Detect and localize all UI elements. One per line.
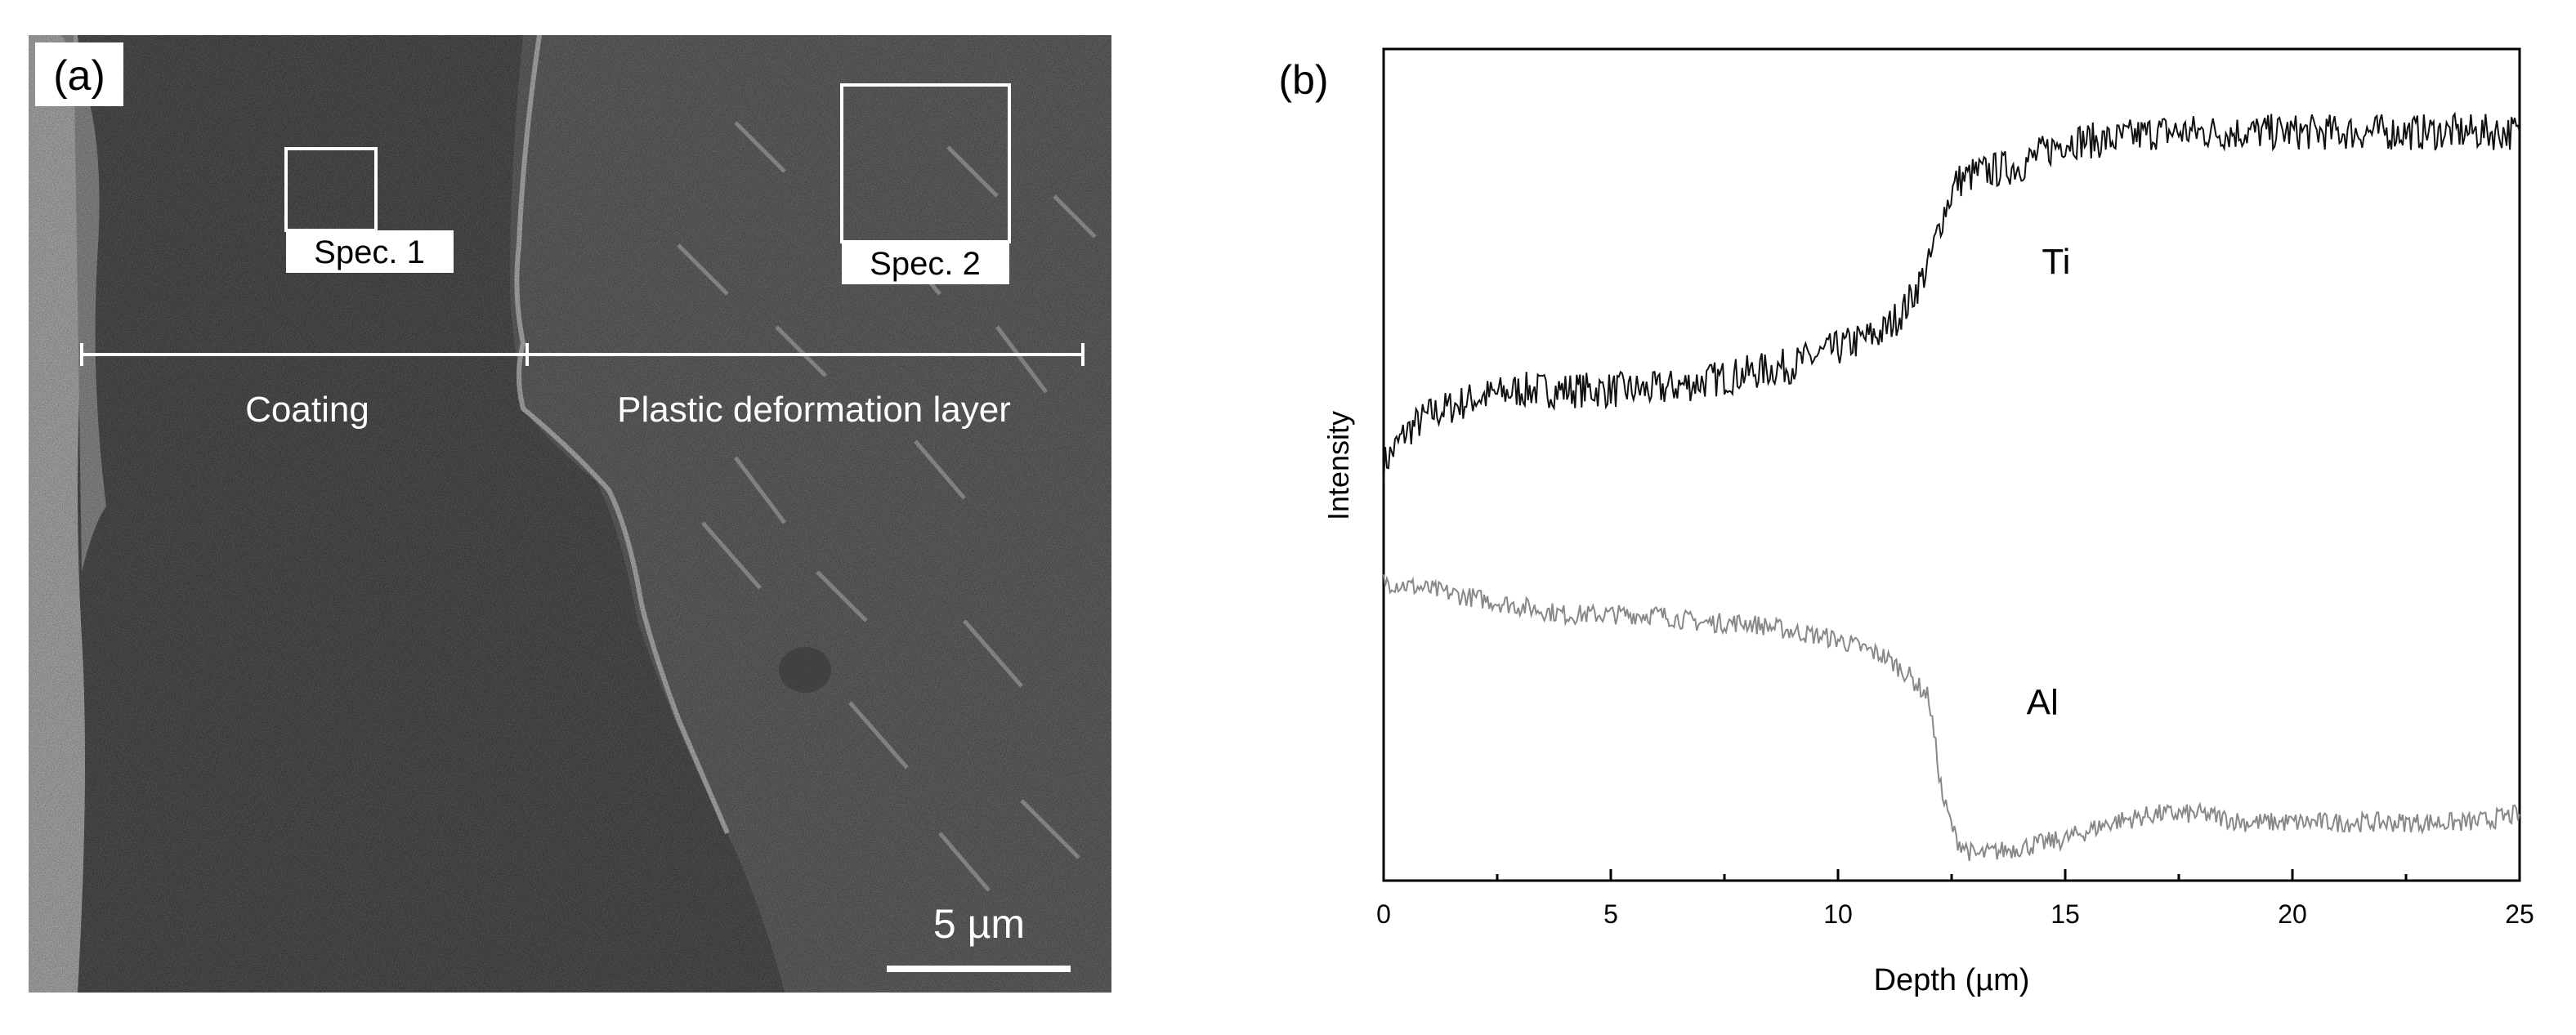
scale-bar-label: 5 µm xyxy=(933,901,1025,947)
coating-label: Coating xyxy=(245,390,369,430)
spec1-label-box xyxy=(286,230,454,273)
panel-a-label-box xyxy=(35,42,123,106)
series-label-al: Al xyxy=(2027,682,2059,722)
sem-image xyxy=(29,35,1111,993)
series-line-ti xyxy=(1383,111,2520,484)
spec2-label: Spec. 2 xyxy=(870,246,981,282)
y-axis-label: Intensity xyxy=(1322,411,1355,520)
spec2-label-box xyxy=(842,242,1009,284)
line-scan-chart: (b) Ti Al 0 5 10 15 20 25 Intensity Depth (µm) xyxy=(1278,47,2534,997)
panel-a-label: (a) xyxy=(53,52,105,100)
deformation-streaks xyxy=(677,121,1097,892)
series-line-al xyxy=(1383,574,2520,861)
deformation-layer-label: Plastic deformation layer xyxy=(617,390,1011,430)
x-axis-label: Depth (µm) xyxy=(1874,963,2030,997)
x-tick-label: 10 xyxy=(1823,899,1853,929)
x-tick-label: 5 xyxy=(1603,899,1618,929)
x-axis: 0 5 10 15 20 25 xyxy=(1376,869,2534,929)
panel-b-label: (b) xyxy=(1278,57,1328,103)
series-layer: Ti Al xyxy=(1383,111,2520,861)
region-divider-line xyxy=(80,343,1085,366)
x-tick-label: 0 xyxy=(1376,899,1391,929)
sem-micrograph-panel: (a) Spec. 1 Spec. 2 Coating Plastic defo… xyxy=(29,35,1111,993)
series-label-ti: Ti xyxy=(2042,242,2070,282)
spec1-label: Spec. 1 xyxy=(314,234,425,270)
x-tick-label: 20 xyxy=(2278,899,2307,929)
plot-frame xyxy=(1382,47,2521,882)
x-tick-label: 25 xyxy=(2505,899,2534,929)
x-tick-label: 15 xyxy=(2051,899,2080,929)
